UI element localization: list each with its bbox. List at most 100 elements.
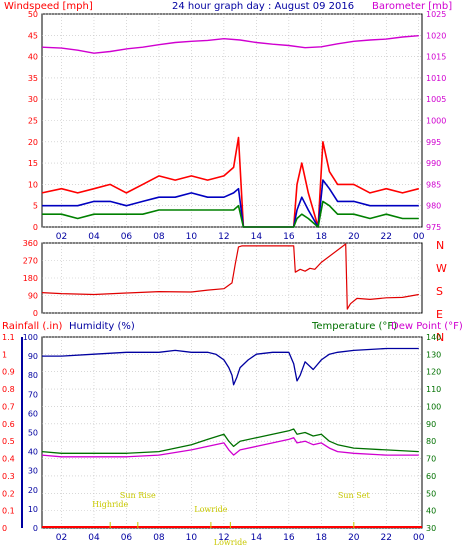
right-y-tick-label: 990 [426,159,441,168]
dewpoint-axis-label: Dew Point (°F) [391,321,463,332]
right-y-tick-label: 30 [426,524,436,533]
left-y-tick-label: 180 [23,274,38,283]
windspeed-axis-label: Windspeed [mph] [4,1,93,12]
x-tick-label: 04 [88,533,100,543]
right-y-tick-label: 80 [426,437,436,446]
x-tick-label: 04 [88,232,100,242]
right-y-tick-label: 1025 [426,10,446,19]
left-y-tick-label: 0 [33,524,38,533]
rain-y-tick-label: 0.9 [2,368,15,377]
rain-y-tick-label: 0.8 [2,385,15,394]
x-tick-label: 12 [218,533,229,543]
compass-label: N [436,331,444,344]
right-y-tick-label: 60 [426,472,436,481]
left-y-tick-label: 50 [28,429,38,438]
compass-label: N [436,239,444,252]
x-tick-label: 00 [413,232,425,242]
x-tick-label: 08 [153,232,165,242]
right-y-tick-label: 140 [426,333,441,342]
x-tick-label: 10 [186,232,198,242]
compass-label: S [436,285,443,298]
left-y-tick-label: 50 [28,10,38,19]
left-y-tick-label: 20 [28,486,38,495]
x-tick-label: 18 [316,533,328,543]
left-y-tick-label: 80 [28,371,38,380]
right-y-tick-label: 110 [426,385,441,394]
right-y-tick-label: 985 [426,180,441,189]
left-y-tick-label: 360 [23,239,38,248]
barometer-line [41,35,419,54]
wind-gust-line [41,136,419,228]
axis-ticks: 02 04 06 08 10 12 14 16 18 20 22 000510152025303540… [2,10,447,543]
right-y-tick-label: 1010 [426,74,446,83]
rain-y-tick-label: 0.4 [2,455,15,464]
left-y-tick-label: 270 [23,257,38,266]
gridlines [42,13,422,529]
right-y-tick-label: 1005 [426,95,446,104]
chart-title: 24 hour graph day : August 09 2016 [172,1,354,12]
x-tick-label: 16 [283,533,295,543]
wind-average-line [42,179,419,228]
x-tick-label: 06 [121,533,133,543]
x-tick-label: 22 [381,232,392,242]
right-y-tick-label: 40 [426,507,436,516]
compass-label: E [436,308,443,321]
x-tick-label: 22 [381,533,392,543]
event-label: Sun Set [338,491,371,500]
right-y-tick-label: 130 [426,350,441,359]
humidity-axis-label: Humidity (%) [69,321,135,332]
left-y-tick-label: 5 [33,202,38,211]
right-y-tick-label: 100 [426,402,441,411]
left-y-tick-label: 30 [28,467,38,476]
compass-label: W [436,262,447,275]
dewpoint-line [41,437,419,458]
right-y-tick-label: 120 [426,368,441,377]
left-y-tick-label: 60 [28,409,38,418]
rain-y-tick-label: 0.7 [2,402,15,411]
event-label: Lowride [214,538,247,547]
x-tick-label: 02 [56,232,67,242]
left-y-tick-label: 90 [28,352,38,361]
right-y-tick-label: 980 [426,202,441,211]
x-tick-label: 14 [251,232,263,242]
left-y-tick-label: 40 [28,448,38,457]
temperature-line [41,428,419,454]
humidity-line [42,347,419,386]
right-y-tick-label: 975 [426,223,441,232]
left-y-tick-label: 90 [28,292,38,301]
right-y-tick-label: 70 [426,455,436,464]
event-label: Highride [92,500,128,509]
rain-y-tick-label: 0.1 [2,507,15,516]
temperature-axis-label: Temperature (°F) [311,321,397,332]
rain-y-tick-label: 0.3 [2,472,15,481]
right-y-tick-label: 1020 [426,31,446,40]
wind-low-line [42,200,419,228]
left-y-tick-label: 10 [28,180,38,189]
rain-y-tick-label: 1.1 [2,333,15,342]
left-y-tick-label: 20 [28,138,38,147]
x-tick-label: 06 [121,232,133,242]
rain-y-tick-label: 1 [2,350,7,359]
x-tick-label: 02 [56,533,67,543]
left-y-tick-label: 70 [28,390,38,399]
event-label: Sun Rise [120,491,156,500]
left-y-tick-label: 40 [28,53,38,62]
rain-y-tick-label: 0 [2,524,7,533]
rain-y-tick-label: 0.6 [2,420,15,429]
barometer-axis-label: Barometer [mb] [372,1,452,12]
rain-y-tick-label: 0.5 [2,437,15,446]
rain-y-tick-label: 0.2 [2,489,15,498]
x-tick-label: 14 [251,533,263,543]
left-y-tick-label: 15 [28,159,38,168]
x-tick-label: 12 [218,232,229,242]
right-y-tick-label: 90 [426,420,436,429]
left-y-tick-label: 25 [28,117,38,126]
right-y-tick-label: 1015 [426,53,446,62]
left-y-tick-label: 30 [28,95,38,104]
series-lines [41,35,422,528]
left-y-tick-label: 0 [33,223,38,232]
rainfall-axis-label: Rainfall (.in) [2,321,63,332]
right-y-tick-label: 995 [426,138,441,147]
